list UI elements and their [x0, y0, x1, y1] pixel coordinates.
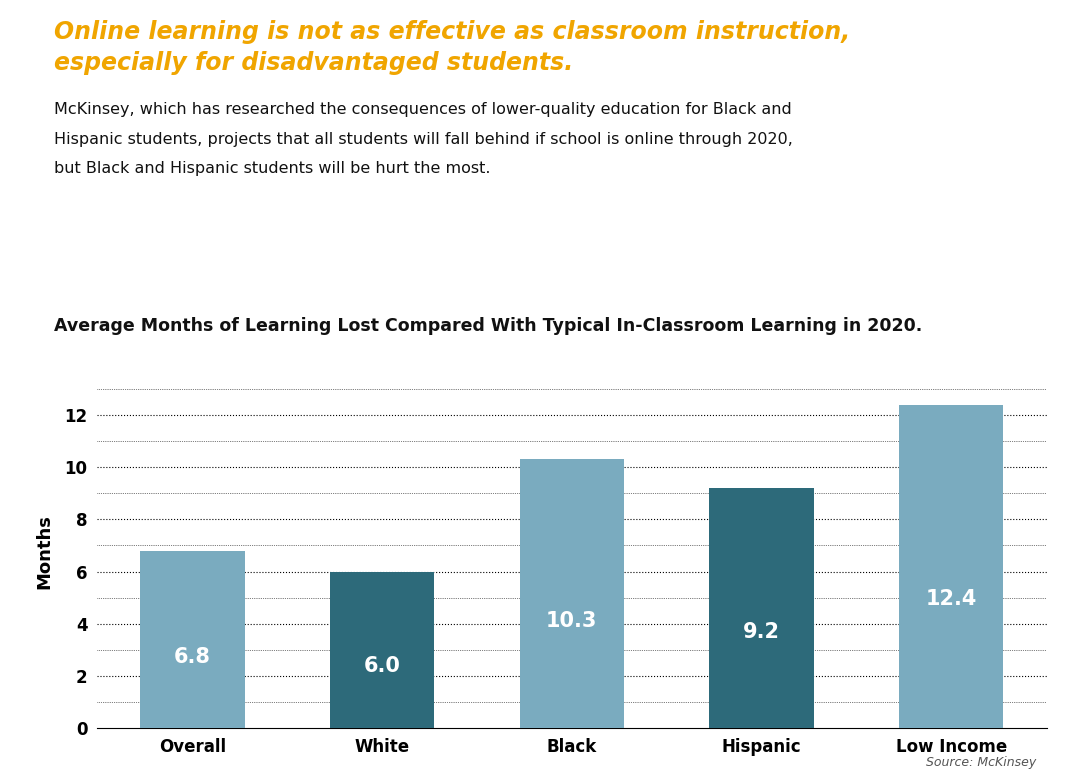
- Bar: [140, 550, 245, 728]
- Text: 6.8: 6.8: [174, 648, 210, 667]
- Text: 12.4: 12.4: [926, 589, 976, 608]
- Text: 10.3: 10.3: [546, 611, 598, 630]
- Bar: [709, 488, 814, 728]
- Y-axis label: Months: Months: [36, 514, 53, 590]
- Bar: [899, 405, 1003, 728]
- Text: McKinsey, which has researched the consequences of lower-quality education for B: McKinsey, which has researched the conse…: [54, 102, 792, 117]
- Text: especially for disadvantaged students.: especially for disadvantaged students.: [54, 51, 573, 75]
- Text: Online learning is not as effective as classroom instruction,: Online learning is not as effective as c…: [54, 20, 850, 44]
- Text: Average Months of Learning Lost Compared With Typical In-Classroom Learning in 2: Average Months of Learning Lost Compared…: [54, 317, 923, 335]
- Bar: [330, 572, 435, 728]
- Text: Source: McKinsey: Source: McKinsey: [926, 756, 1036, 769]
- Text: but Black and Hispanic students will be hurt the most.: but Black and Hispanic students will be …: [54, 161, 491, 176]
- Text: Hispanic students, projects that all students will fall behind if school is onli: Hispanic students, projects that all stu…: [54, 132, 793, 146]
- Text: 9.2: 9.2: [743, 622, 780, 642]
- Text: 6.0: 6.0: [364, 655, 400, 676]
- Bar: [520, 460, 624, 728]
